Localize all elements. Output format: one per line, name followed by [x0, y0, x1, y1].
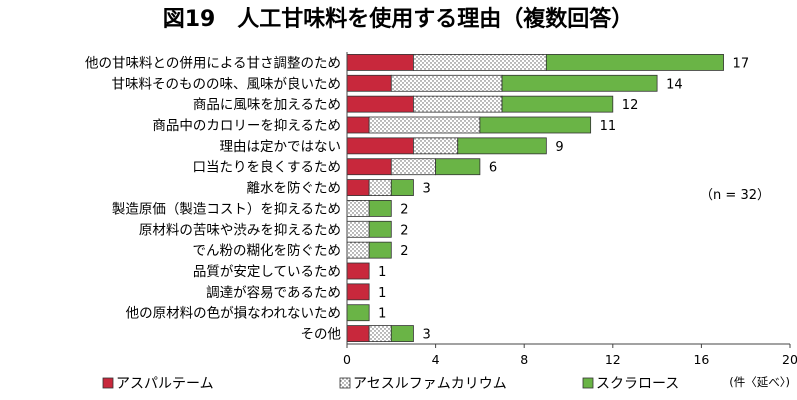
- legend-label: アセスルファムカリウム: [353, 376, 507, 392]
- category-label: その他: [301, 327, 342, 343]
- data-label: 14: [666, 77, 683, 92]
- bar-segment-2: [390, 74, 503, 92]
- bar-segment-3: [545, 54, 724, 71]
- legend-swatch: [582, 377, 594, 389]
- category-label: 調達が容易であるため: [206, 284, 341, 301]
- category-label: 原材料の苦味や渋みを抑えるため: [139, 222, 341, 238]
- x-tick-label: 4: [432, 352, 440, 367]
- legend-label: スクラロース: [596, 376, 679, 392]
- bar-segment-1: [346, 325, 370, 342]
- data-label: 2: [400, 223, 408, 238]
- bar-segment-2: [413, 95, 503, 113]
- bar-segment-1: [346, 179, 370, 196]
- category-label: 品質が安定しているため: [193, 264, 341, 280]
- data-label: 1: [378, 265, 386, 280]
- data-label: 11: [600, 119, 617, 134]
- category-label: 他の原材料の色が損なわれないため: [126, 305, 341, 322]
- bar-segment-2: [346, 241, 370, 259]
- bar-segment-1: [346, 95, 414, 113]
- bar-segment-3: [368, 200, 392, 217]
- data-label: 17: [733, 56, 750, 71]
- bar-segment-2: [368, 116, 481, 134]
- category-label: 商品中のカロリーを抑えるため: [152, 118, 341, 134]
- category-label: 口当たりを良くするため: [193, 160, 342, 176]
- data-label: 12: [622, 98, 639, 113]
- bar-segment-2: [390, 158, 436, 176]
- data-label: 2: [400, 202, 408, 217]
- legend-label: アスパルテーム: [116, 376, 214, 392]
- bar-segment-2: [413, 137, 459, 155]
- x-tick-label: 16: [693, 352, 709, 367]
- legend: アスパルテーム アセスルファムカリウム スクラロース: [102, 376, 679, 392]
- bar-segment-3: [368, 241, 392, 259]
- data-label: 6: [489, 161, 497, 176]
- category-label: 理由は定かではない: [220, 139, 342, 155]
- bar-segment-1: [346, 116, 370, 134]
- category-label: 製造原価（製造コスト）を抑えるため: [112, 201, 341, 217]
- category-label: 他の甘味料との併用による甘さ調整のため: [85, 55, 341, 71]
- bar-segment-2: [346, 220, 370, 238]
- category-label: 商品に風味を加えるため: [193, 97, 341, 113]
- x-tick-label: 12: [605, 352, 621, 367]
- sample-size-note: （n = 32）: [700, 188, 770, 203]
- data-label: 3: [422, 182, 430, 197]
- bar-segment-3: [501, 95, 614, 113]
- bar-segment-1: [346, 158, 392, 176]
- data-label: 1: [378, 307, 386, 322]
- chart-title: 図19 人工甘味料を使用する理由（複数回答）: [163, 6, 634, 32]
- bar-segment-3: [435, 158, 481, 176]
- bar-segment-2: [413, 54, 547, 71]
- bar-segment-1: [346, 283, 370, 301]
- x-tick-label: 8: [520, 352, 528, 367]
- bar-segment-2: [368, 179, 392, 196]
- data-label: 1: [378, 286, 386, 301]
- data-label: 3: [422, 328, 430, 343]
- bar-segment-1: [346, 54, 414, 71]
- bar-segment-3: [457, 137, 547, 155]
- bar-segment-3: [390, 325, 414, 342]
- bar-segment-2: [346, 200, 370, 217]
- bar-segment-3: [479, 116, 592, 134]
- unit-label: (件〈延べ〉): [729, 375, 790, 389]
- bar-segment-1: [346, 137, 414, 155]
- data-label: 9: [555, 140, 563, 155]
- x-tick-label: 20: [782, 352, 797, 367]
- bar-segment-3: [501, 74, 658, 92]
- bar-segment-3: [368, 220, 392, 238]
- bar-segment-1: [346, 262, 370, 280]
- legend-swatch: [102, 377, 114, 389]
- category-label: 離水を防ぐため: [247, 181, 342, 197]
- data-label: 2: [400, 244, 408, 259]
- bar-segment-3: [346, 304, 370, 322]
- category-label: でん粉の糊化を防ぐため: [193, 243, 342, 259]
- legend-swatch: [339, 377, 351, 389]
- x-tick-label: 0: [343, 352, 351, 367]
- bar-segment-2: [368, 325, 392, 342]
- bar-segment-1: [346, 74, 392, 92]
- category-label: 甘味料そのものの味、風味が良いため: [112, 76, 342, 92]
- bar-segment-3: [390, 179, 414, 196]
